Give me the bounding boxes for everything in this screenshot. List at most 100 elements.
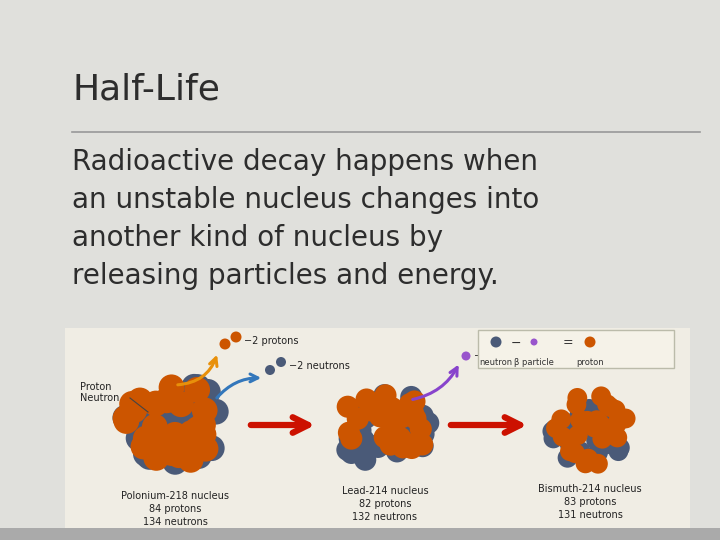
Circle shape [190, 412, 216, 438]
Circle shape [374, 384, 397, 406]
Circle shape [338, 422, 360, 444]
Circle shape [542, 421, 562, 441]
Circle shape [347, 408, 369, 430]
Circle shape [411, 434, 433, 456]
Circle shape [149, 419, 175, 445]
Circle shape [338, 428, 361, 450]
Circle shape [402, 402, 424, 424]
Circle shape [128, 425, 154, 451]
Circle shape [355, 407, 377, 429]
Circle shape [126, 426, 151, 451]
Text: Proton: Proton [80, 382, 112, 392]
Circle shape [337, 396, 359, 418]
Circle shape [580, 399, 599, 418]
Circle shape [157, 403, 183, 429]
Circle shape [559, 434, 580, 454]
Circle shape [357, 393, 379, 414]
Circle shape [593, 429, 612, 449]
Circle shape [158, 374, 184, 400]
Circle shape [174, 387, 199, 413]
Circle shape [166, 442, 192, 468]
Circle shape [403, 390, 426, 413]
Circle shape [565, 415, 585, 435]
Circle shape [178, 447, 204, 472]
Circle shape [374, 426, 396, 448]
Circle shape [176, 401, 202, 427]
Circle shape [546, 418, 566, 438]
Circle shape [399, 393, 421, 415]
Circle shape [143, 432, 168, 458]
Circle shape [179, 420, 204, 446]
Circle shape [132, 415, 158, 441]
Circle shape [367, 436, 389, 458]
Circle shape [531, 339, 538, 346]
Circle shape [606, 400, 626, 420]
Circle shape [545, 420, 564, 440]
Circle shape [386, 441, 408, 462]
Circle shape [112, 406, 138, 431]
Circle shape [369, 406, 391, 427]
FancyArrowPatch shape [413, 368, 457, 400]
Bar [0, 528, 720, 540]
Circle shape [185, 416, 210, 442]
Circle shape [195, 379, 221, 405]
Circle shape [410, 418, 432, 440]
Circle shape [193, 436, 218, 462]
Circle shape [389, 431, 411, 453]
Circle shape [163, 436, 189, 462]
Circle shape [122, 397, 147, 423]
Circle shape [600, 397, 620, 417]
Circle shape [560, 441, 580, 461]
Circle shape [580, 408, 600, 428]
Text: Neutron: Neutron [80, 393, 120, 403]
Circle shape [612, 409, 632, 429]
Circle shape [360, 400, 382, 421]
Circle shape [185, 374, 211, 400]
Circle shape [595, 435, 616, 455]
Text: Lead-214 nucleus
82 protons
132 neutrons: Lead-214 nucleus 82 protons 132 neutrons [342, 486, 428, 522]
Circle shape [412, 404, 433, 427]
Circle shape [584, 417, 604, 437]
Circle shape [568, 426, 588, 445]
Circle shape [145, 427, 171, 452]
Circle shape [553, 427, 572, 447]
Circle shape [366, 435, 387, 457]
Text: =: = [563, 336, 573, 349]
Circle shape [565, 443, 585, 463]
Circle shape [181, 374, 207, 400]
Circle shape [412, 435, 433, 457]
Text: neutron: neutron [480, 358, 513, 367]
Circle shape [585, 336, 595, 348]
Circle shape [156, 436, 182, 462]
Circle shape [400, 386, 423, 408]
Circle shape [607, 414, 626, 434]
Circle shape [589, 413, 609, 433]
Circle shape [571, 445, 590, 465]
Circle shape [586, 430, 606, 450]
Circle shape [348, 399, 370, 421]
Circle shape [142, 414, 168, 440]
Circle shape [154, 388, 179, 413]
Circle shape [137, 444, 162, 470]
Bar [65, 328, 690, 528]
Circle shape [588, 400, 608, 420]
Text: −2 neutrons: −2 neutrons [289, 361, 350, 371]
Text: Bismuth-214 nucleus
83 protons
131 neutrons: Bismuth-214 nucleus 83 protons 131 neutr… [538, 484, 642, 519]
Circle shape [390, 406, 413, 428]
Circle shape [181, 424, 207, 450]
Circle shape [597, 394, 617, 414]
Circle shape [184, 377, 210, 403]
Circle shape [587, 410, 606, 430]
Circle shape [341, 428, 362, 450]
Circle shape [588, 443, 608, 463]
Circle shape [570, 410, 590, 430]
Text: Half-Life: Half-Life [72, 72, 220, 106]
Circle shape [567, 388, 588, 408]
Circle shape [390, 407, 413, 429]
Circle shape [588, 454, 608, 474]
Circle shape [354, 449, 377, 471]
Circle shape [203, 399, 229, 424]
Circle shape [120, 391, 145, 417]
Circle shape [374, 384, 395, 406]
Text: Polonium-218 nucleus
84 protons
134 neutrons: Polonium-218 nucleus 84 protons 134 neut… [121, 491, 229, 526]
